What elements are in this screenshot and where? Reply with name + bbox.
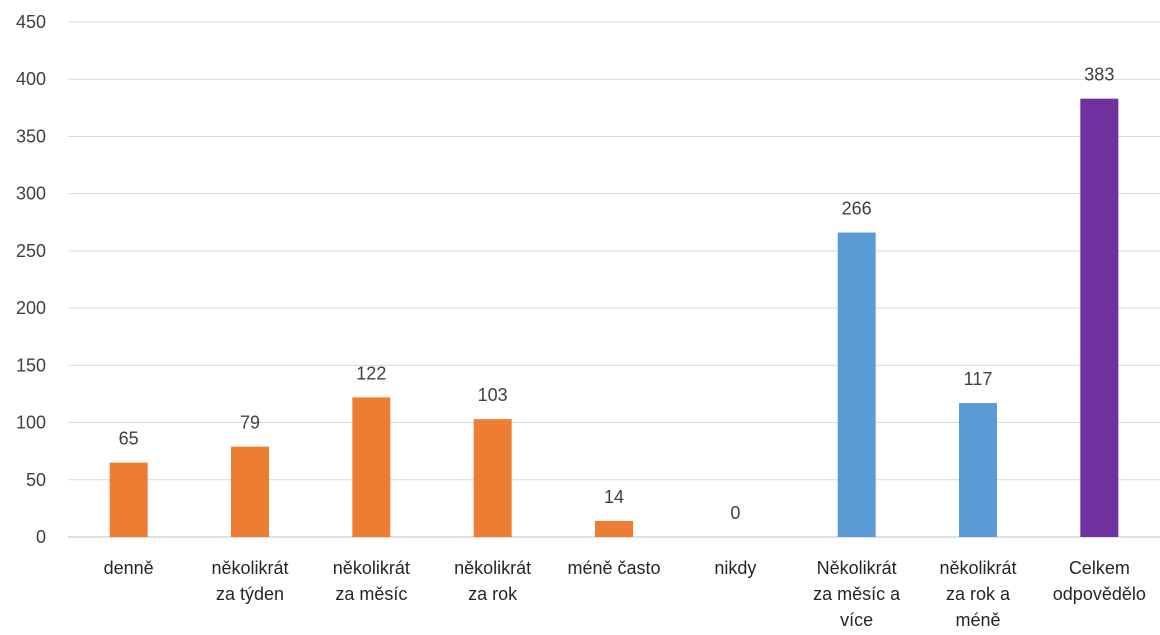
data-label: 117 <box>964 369 993 389</box>
y-tick-label: 150 <box>16 355 46 375</box>
x-category-label: několikrát za týden <box>211 558 288 604</box>
x-category-label: několikrát za rok <box>454 558 531 604</box>
y-tick-label: 450 <box>16 12 46 32</box>
y-tick-label: 250 <box>16 241 46 261</box>
bar <box>837 232 876 538</box>
y-tick-label: 350 <box>16 126 46 146</box>
x-category-label: několikrát za rok a méně <box>939 558 1016 630</box>
x-category-label: méně často <box>567 558 660 578</box>
x-axis-categories: denně několikrát za týden několikrát za měsí… <box>104 558 1146 630</box>
x-category-label: Celkem odpovědělo <box>1053 558 1146 604</box>
y-tick-label: 200 <box>16 298 46 318</box>
y-tick-label: 400 <box>16 69 46 89</box>
data-label: 14 <box>604 487 624 507</box>
data-label: 65 <box>119 429 139 449</box>
bar <box>352 397 391 537</box>
data-label: 266 <box>842 199 872 219</box>
data-labels: 65 79 122 103 14 0 266 117 383 <box>119 65 1115 523</box>
bar <box>959 403 997 537</box>
bars <box>109 98 1119 538</box>
bar <box>595 520 633 537</box>
bar <box>473 419 512 537</box>
y-tick-label: 300 <box>16 184 46 204</box>
bar <box>1080 98 1119 537</box>
data-label: 103 <box>478 385 508 405</box>
data-label: 0 <box>730 503 740 523</box>
bar <box>231 446 269 537</box>
y-tick-label: 0 <box>36 527 46 547</box>
bar <box>109 462 148 537</box>
data-label: 79 <box>240 413 260 433</box>
x-category-label: několikrát za měsíc <box>333 558 410 604</box>
x-category-label: Několikrát za měsíc a více <box>813 558 901 630</box>
data-label: 122 <box>356 363 386 383</box>
y-tick-label: 100 <box>16 413 46 433</box>
y-axis-ticks: 0 50 100 150 200 250 300 350 400 450 <box>16 12 46 547</box>
y-tick-label: 50 <box>26 470 46 490</box>
x-category-label: nikdy <box>714 558 756 578</box>
x-category-label: denně <box>104 558 154 578</box>
data-label: 383 <box>1084 65 1114 85</box>
